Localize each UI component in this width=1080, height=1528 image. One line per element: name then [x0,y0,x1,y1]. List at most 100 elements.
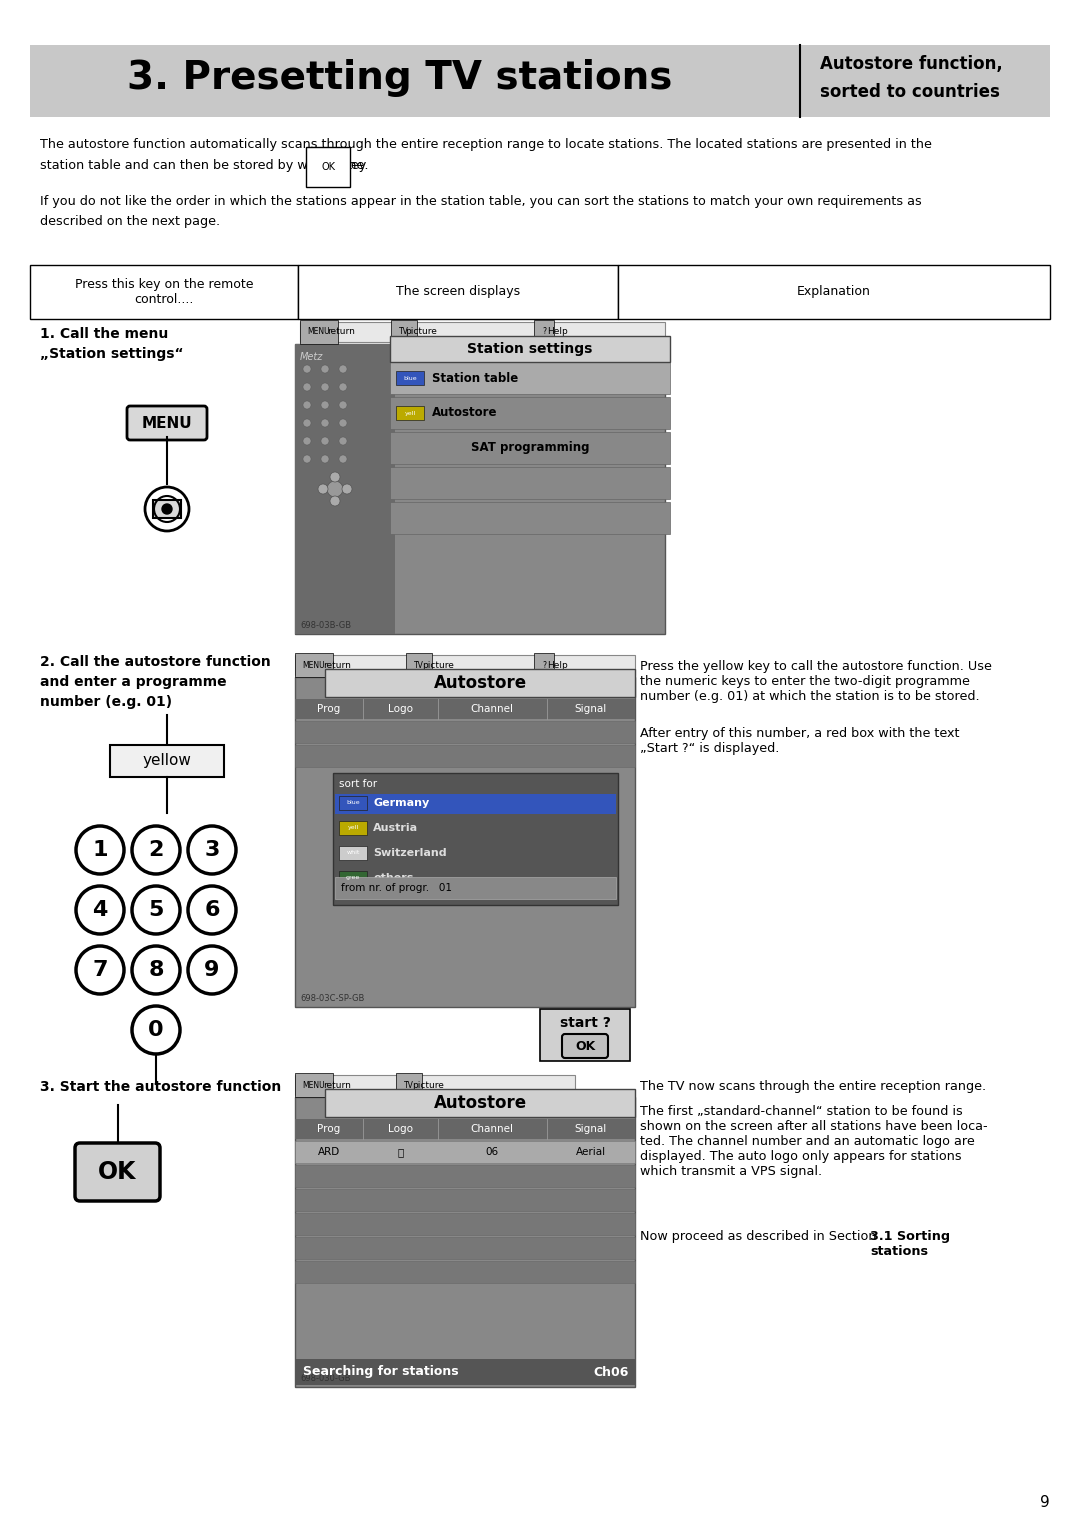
Bar [295,1358,635,1384]
Text: gree: gree [346,876,360,880]
Bar [325,669,635,697]
Bar [295,1164,635,1187]
Text: 3: 3 [204,840,219,860]
Text: picture: picture [405,327,437,336]
Text: ?: ? [542,327,546,336]
Bar [300,322,665,342]
Bar [339,796,367,810]
Text: others: others [373,872,414,883]
FancyBboxPatch shape [75,1143,160,1201]
Text: Switzerland: Switzerland [373,848,447,859]
Text: 06: 06 [486,1148,499,1157]
Circle shape [303,365,311,373]
Text: TV: TV [404,1080,414,1089]
Text: 0: 0 [148,1021,164,1041]
Text: 3. Start the autostore function: 3. Start the autostore function [40,1080,281,1094]
Text: Press the yellow key to call the autostore function. Use
the numeric keys to ent: Press the yellow key to call the autosto… [640,660,991,703]
Text: After entry of this number, a red box with the text
„Start ?“ is displayed.: After entry of this number, a red box wi… [640,727,959,755]
Text: 698-030-GB: 698-030-GB [300,1374,351,1383]
Text: Prog: Prog [318,704,340,714]
Text: 4: 4 [92,900,108,920]
Text: Aerial: Aerial [576,1148,606,1157]
Circle shape [303,437,311,445]
Circle shape [339,400,347,410]
Bar [396,406,424,420]
Text: MENU: MENU [302,660,325,669]
Text: 9: 9 [1040,1494,1050,1510]
Text: station table and can then be stored by way of the: station table and can then be stored by … [40,159,373,173]
Bar [295,344,665,634]
Text: Signal: Signal [575,704,607,714]
Text: return: return [323,660,351,669]
Text: Explanation: Explanation [797,286,870,298]
Text: „Station settings“: „Station settings“ [40,347,184,361]
Circle shape [321,400,329,410]
Bar [335,877,616,898]
Circle shape [163,504,171,513]
Text: ?: ? [542,660,546,669]
Bar [295,746,635,767]
Text: The autostore function automatically scans through the entire reception range to: The autostore function automatically sca… [40,138,932,151]
Bar [30,44,1050,118]
Text: 9: 9 [204,960,219,979]
Text: 698-03C-SP-GB: 698-03C-SP-GB [300,995,364,1002]
Text: yellow: yellow [143,753,191,769]
Text: The screen displays: The screen displays [396,286,521,298]
Text: number (e.g. 01): number (e.g. 01) [40,695,172,709]
Bar [295,1261,635,1284]
Text: Now proceed as described in Section: Now proceed as described in Section [640,1230,880,1242]
Text: Autostore: Autostore [433,1094,527,1112]
Text: from nr. of progr.   01: from nr. of progr. 01 [341,883,453,892]
Bar [396,371,424,385]
Text: 1. Call the menu: 1. Call the menu [40,327,168,341]
Text: TV: TV [414,660,424,669]
Bar [618,264,1050,319]
Text: blue: blue [403,376,417,380]
Circle shape [327,481,343,497]
Bar [295,1238,635,1259]
Circle shape [339,419,347,426]
Text: return: return [323,1080,351,1089]
Text: 6: 6 [204,900,219,920]
Circle shape [303,455,311,463]
Text: 为: 为 [397,1148,404,1157]
Bar [295,698,635,720]
Circle shape [321,419,329,426]
Text: MENU: MENU [141,416,192,431]
Bar [339,847,367,860]
Text: 3.1 Sorting
stations: 3.1 Sorting stations [870,1230,950,1258]
Text: sort for: sort for [339,779,377,788]
Text: sorted to countries: sorted to countries [820,83,1000,101]
Text: 2: 2 [148,840,164,860]
Circle shape [321,437,329,445]
Text: Press this key on the remote
control....: Press this key on the remote control.... [75,278,253,306]
Circle shape [321,384,329,391]
Circle shape [339,384,347,391]
Text: whit: whit [347,851,360,856]
Bar [295,344,395,634]
Text: Station table: Station table [432,371,518,385]
Bar [339,871,367,885]
Bar [295,1118,635,1138]
Text: 3. Presetting TV stations: 3. Presetting TV stations [127,60,673,96]
Text: The first „standard-channel“ station to be found is
shown on the screen after al: The first „standard-channel“ station to … [640,1105,987,1178]
Bar [110,746,224,778]
Text: Logo: Logo [388,704,413,714]
Circle shape [330,472,340,481]
Bar [390,362,670,394]
Text: If you do not like the order in which the stations appear in the station table, : If you do not like the order in which th… [40,196,921,208]
Text: Help: Help [546,327,568,336]
Text: blue: blue [347,801,360,805]
Circle shape [339,455,347,463]
Bar [298,264,618,319]
Text: yell: yell [348,825,359,831]
Text: key.: key. [345,159,369,173]
Bar [295,1213,635,1235]
Text: 1: 1 [92,840,108,860]
Circle shape [318,484,328,494]
Text: start ?: start ? [559,1016,610,1030]
Text: described on the next page.: described on the next page. [40,215,220,228]
Circle shape [330,497,340,506]
FancyBboxPatch shape [153,500,181,518]
Text: Austria: Austria [373,824,418,833]
